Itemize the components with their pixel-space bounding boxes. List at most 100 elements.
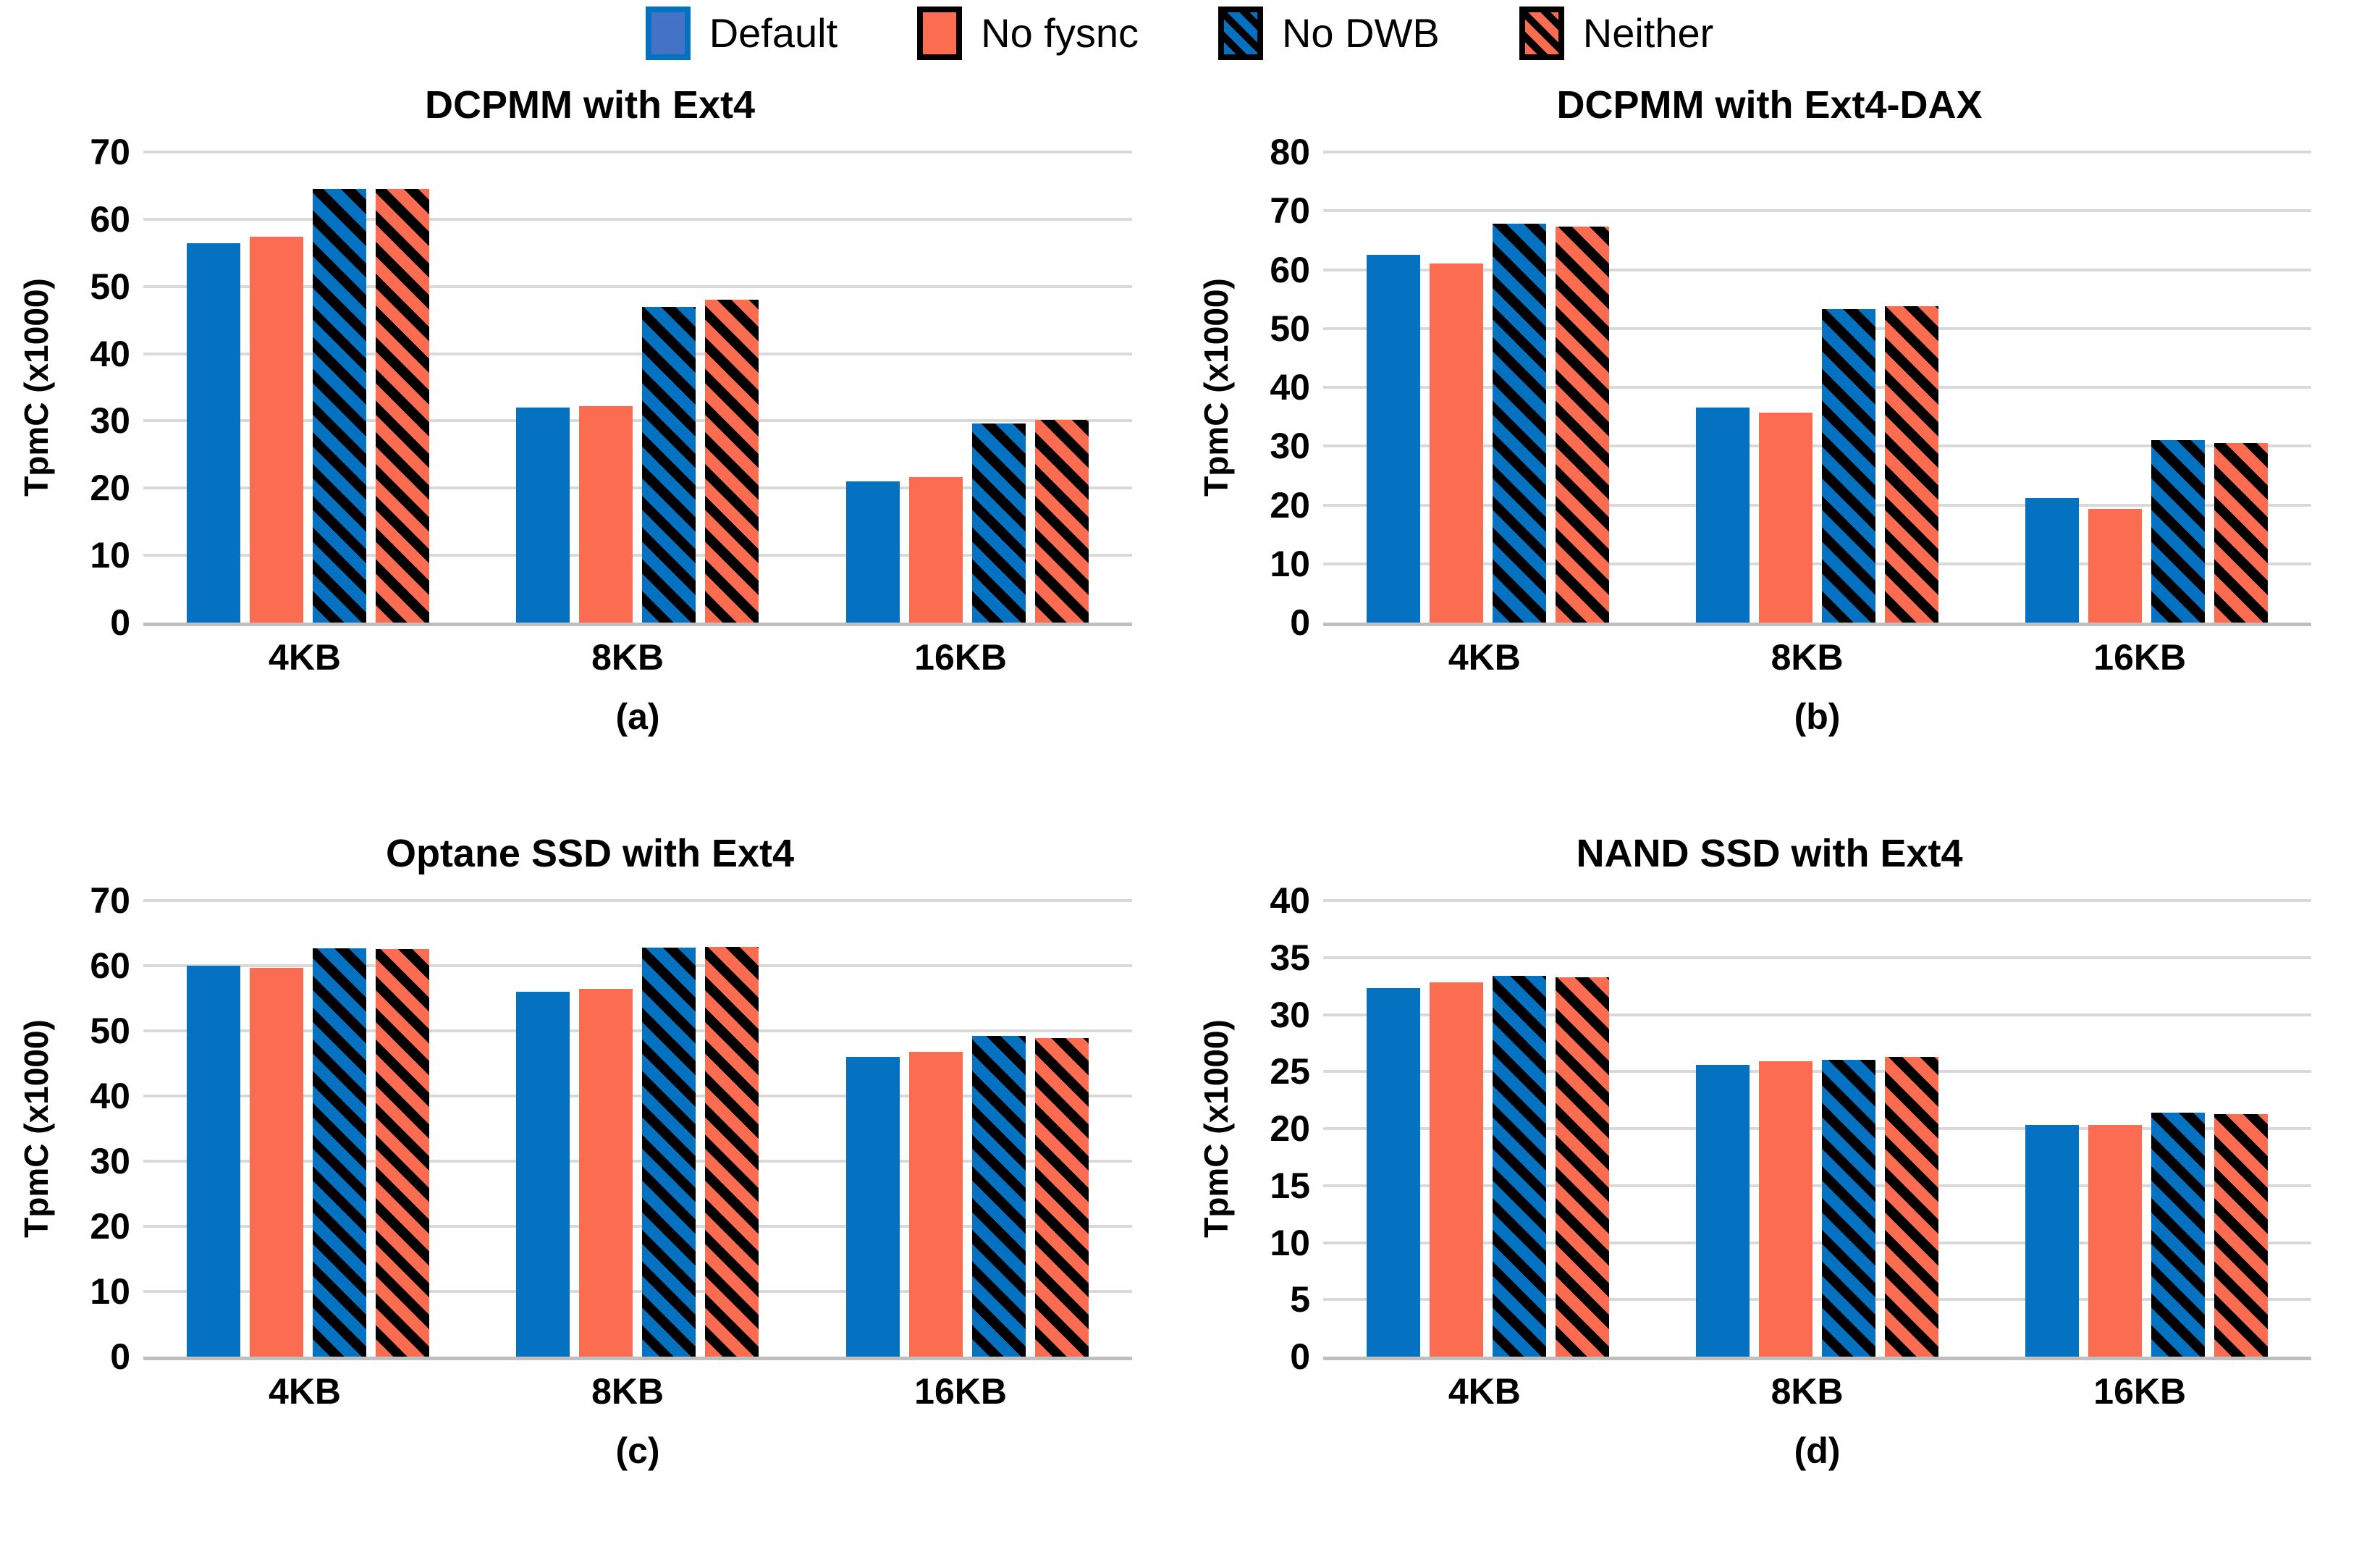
bar-no-fysnc-4kb [1430,264,1483,623]
y-axis-label-wrap: TpmC (x1000) [1190,901,1242,1357]
gridline [1323,444,2311,448]
x-category-label: 4KB [269,1371,342,1412]
chart-caption: (a) [615,696,660,737]
bar-no-dwb-4kb [1493,976,1546,1357]
legend-swatch-no-fsync [917,7,963,60]
plot: 4KB 8KB 16KB (b) [1323,151,2311,815]
y-axis-ticks: 0 10 20 30 40 50 60 70 [62,134,143,641]
bar-default-16kb [2025,1125,2079,1357]
chart-caption: (d) [1794,1430,1841,1471]
bar-neither-4kb [376,189,430,623]
gridline [143,217,1132,221]
legend-swatch-neither [1519,7,1564,60]
chart-title: DCPMM with Ext4 [424,83,756,127]
gridline [1323,151,2311,153]
y-tick-label: 10 [90,1271,130,1312]
chart-body: TpmC (x1000) 0 10 20 30 40 50 60 70 80 4KB 8KB 16K… [1190,134,2349,815]
bar-no-fysnc-8kb [1759,1061,1812,1357]
gridline [1323,326,2311,330]
bar-default-8kb [516,992,570,1357]
x-axis-labels: 4KB 8KB 16KB [1323,1373,2311,1409]
legend-label: No DWB [1281,10,1440,56]
gridline [143,284,1132,288]
x-category-label: 16KB [2093,1371,2187,1412]
bar-no-fysnc-16kb [908,1052,963,1357]
bar-no-fysnc-4kb [250,968,304,1357]
y-tick-label: 15 [1270,1165,1310,1206]
gridline [1323,562,2311,565]
bar-no-fysnc-16kb [908,477,963,623]
gridline [1323,1184,2311,1187]
y-tick-label: 80 [1270,132,1310,172]
bar-groups [1323,152,2311,623]
chart-caption: (b) [1794,696,1841,737]
gridline [1323,1070,2311,1074]
y-axis-label-wrap: TpmC (x1000) [10,901,62,1357]
legend-swatch-no-dwb [1218,7,1263,60]
legend-item-default: Default [645,7,837,60]
bar-group-4kb [187,152,430,623]
bar-default-8kb [516,408,570,623]
legend-item-no-dwb: No DWB [1218,7,1440,60]
gridline [143,1290,1132,1293]
bar-default-16kb [845,481,900,623]
y-tick-label: 0 [1290,1336,1310,1377]
legend-label: No fysnc [981,10,1139,56]
legend: Default No fysnc No DWB Neither [0,0,2359,67]
x-category-label: 8KB [1771,1371,1844,1412]
gridline [1323,1298,2311,1302]
gridline [1323,899,2311,902]
chart-panel-a: DCPMM with Ext4 TpmC (x1000) 0 10 20 30 40 50… [0,67,1180,815]
bar-no-fysnc-4kb [250,237,304,623]
chart-panel-c: Optane SSD with Ext4 TpmC (x1000) 0 10 20 3… [0,815,1180,1568]
bar-default-8kb [1696,408,1750,623]
y-tick-label: 10 [1270,1222,1310,1263]
chart-title: NAND SSD with Ext4 [1576,832,1963,875]
y-tick-label: 50 [90,266,130,307]
gridline [143,1225,1132,1228]
bar-group-8kb [516,901,759,1357]
bar-group-4kb [187,901,430,1357]
x-category-label: 16KB [914,637,1007,678]
bar-neither-8kb [705,300,759,623]
chart-body: TpmC (x1000) 0 10 20 30 40 50 60 70 4KB 8KB 16KB … [10,134,1170,815]
y-tick-label: 30 [90,400,130,442]
plot: 4KB 8KB 16KB (a) [143,151,1132,815]
gridline [1323,209,2311,213]
bar-neither-8kb [1885,1057,1938,1357]
y-axis-label-wrap: TpmC (x1000) [10,152,62,623]
x-category-label: 8KB [591,637,664,678]
bar-default-4kb [187,243,241,623]
gridline [143,964,1132,967]
y-tick-label: 20 [90,468,130,509]
gridline [1323,386,2311,389]
bar-no-dwb-8kb [642,307,696,623]
y-tick-label: 70 [1270,190,1310,232]
x-category-label: 4KB [1448,637,1521,678]
gridline [143,151,1132,153]
y-tick-label: 25 [1270,1051,1310,1092]
x-axis-labels: 4KB 8KB 16KB [143,639,1132,675]
y-axis-label: TpmC (x1000) [17,278,55,497]
bar-no-fysnc-8kb [579,406,633,623]
chart-title: DCPMM with Ext4-DAX [1556,83,1983,127]
y-axis-label: TpmC (x1000) [17,1019,55,1238]
gridline [143,554,1132,557]
bar-no-dwb-4kb [1493,224,1546,623]
bar-group-8kb [1696,152,1938,623]
y-tick-label: 60 [90,198,130,240]
bar-group-16kb [845,152,1089,623]
gridline [143,486,1132,490]
gridline [143,1029,1132,1032]
bar-neither-16kb [1034,420,1089,623]
bar-neither-4kb [1556,227,1609,623]
x-category-label: 8KB [1771,637,1844,678]
x-category-label: 8KB [591,1371,664,1412]
chart-panel-b: DCPMM with Ext4-DAX TpmC (x1000) 0 10 20 30… [1180,67,2359,815]
gridline [143,1095,1132,1097]
y-tick-label: 60 [1270,249,1310,290]
y-tick-label: 60 [90,945,130,986]
bar-default-4kb [1367,988,1420,1357]
bar-no-dwb-16kb [2151,440,2205,623]
plot-area [143,899,1132,1360]
